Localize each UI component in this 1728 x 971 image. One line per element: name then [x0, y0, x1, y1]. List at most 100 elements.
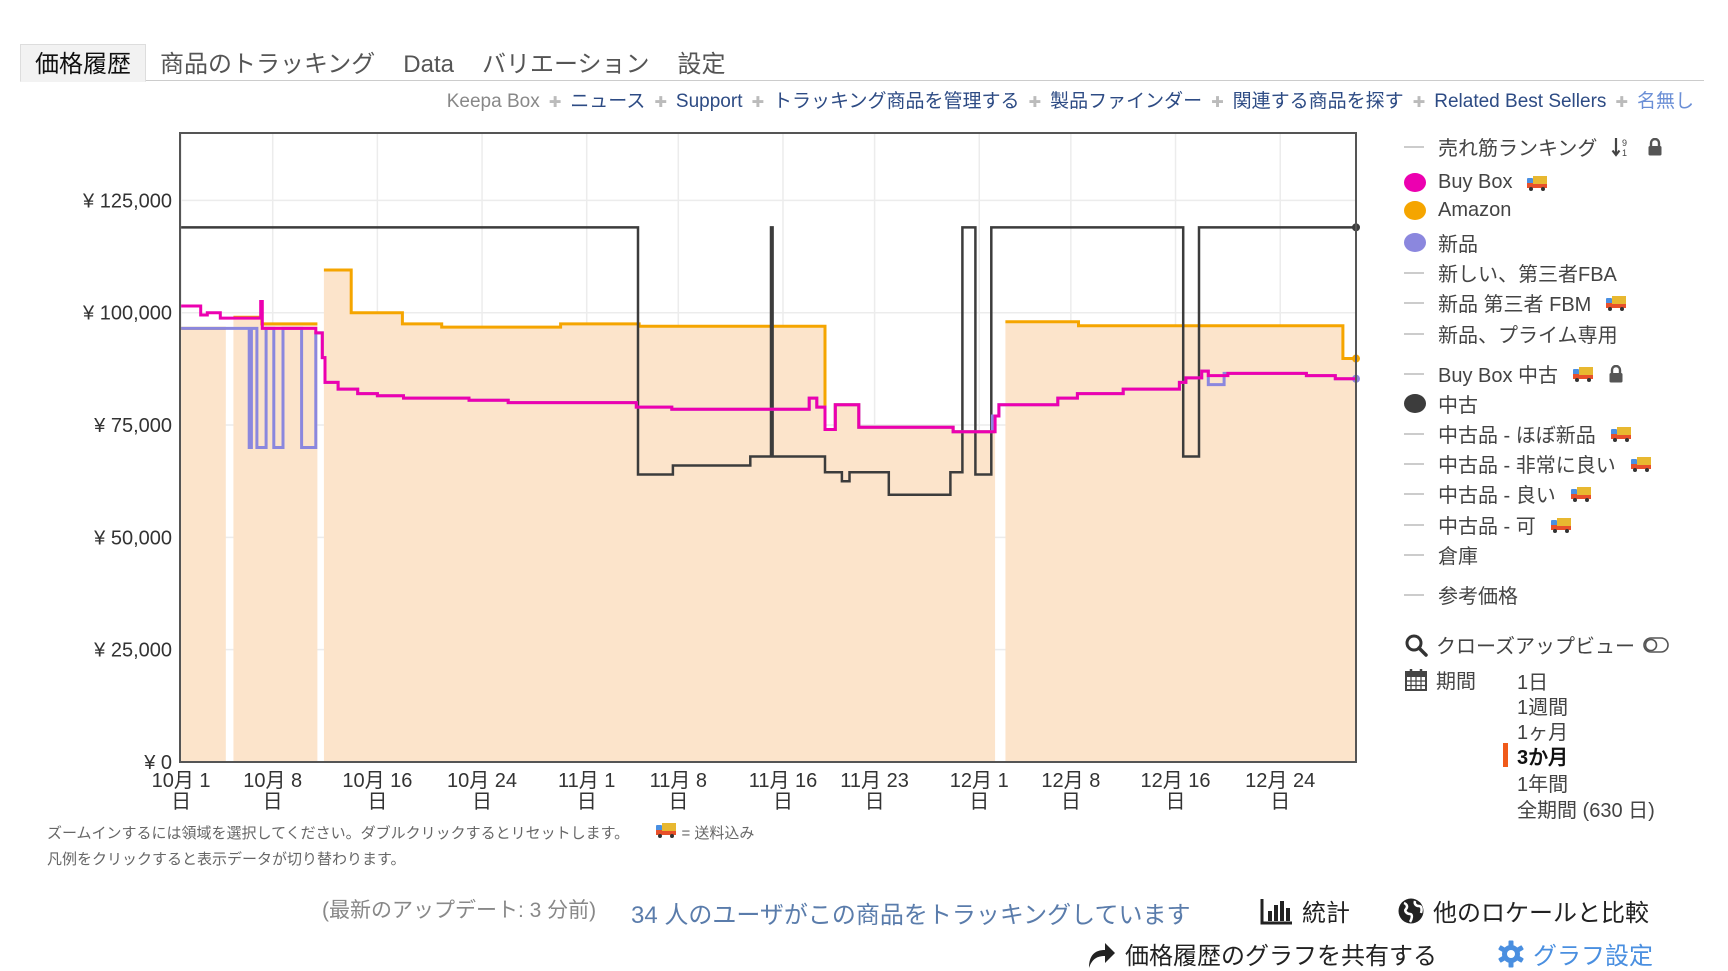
amazon-area-fill	[233, 317, 318, 762]
bar-chart-icon	[1260, 898, 1292, 924]
legend-hint: 凡例をクリックすると表示データが切り替わります。	[47, 851, 406, 868]
legend-label: 中古品 - 可	[1438, 516, 1536, 538]
graph-settings-button[interactable]: グラフ設定	[1497, 936, 1653, 971]
graph-settings-label: グラフ設定	[1533, 943, 1653, 970]
svg-text:1: 1	[1622, 148, 1627, 158]
stats-button[interactable]: 統計	[1260, 893, 1350, 928]
lock-icon	[1647, 137, 1663, 156]
period-option[interactable]: 全期間 (630 日)	[1517, 800, 1655, 822]
toggle-icon[interactable]	[1643, 636, 1669, 653]
svg-text:9: 9	[1622, 138, 1627, 148]
link-news[interactable]: ニュース	[570, 91, 646, 112]
series-line	[181, 300, 1356, 434]
legend-label: 新品、プライム専用	[1438, 325, 1618, 347]
period-option[interactable]: 1週間	[1517, 697, 1569, 719]
y-tick-label: ¥ 0	[143, 752, 172, 774]
truck-icon	[655, 823, 677, 842]
search-icon	[1405, 634, 1428, 657]
link-keepa-box[interactable]: Keepa Box	[446, 91, 540, 112]
period-option[interactable]: 1日	[1517, 672, 1549, 694]
legend-dot-icon	[1404, 233, 1426, 252]
legend-label: 中古	[1438, 395, 1478, 417]
zoom-hint: ズームインするには領域を選択してください。ダブルクリックするとリセットします。 …	[47, 822, 754, 843]
plot-frame	[179, 132, 1357, 763]
compare-locales-button[interactable]: 他のロケールと比較	[1397, 893, 1649, 928]
period-option[interactable]: 1ヶ月	[1517, 722, 1569, 744]
legend-item[interactable]: 売れ筋ランキング 9 1	[1404, 132, 1663, 161]
y-tick-label: ¥ 125,000	[82, 190, 172, 212]
legend-label: Buy Box	[1438, 171, 1513, 193]
legend-item[interactable]: 新しい、第三者FBA	[1404, 258, 1617, 287]
zoom-hint-text: ズームインするには領域を選択してください。ダブルクリックするとリセットします。	[47, 825, 630, 842]
legend-item[interactable]: 新品、プライム専用	[1404, 319, 1618, 348]
legend-label: 中古品 - 良い	[1438, 485, 1556, 507]
closeup-view-toggle[interactable]: クローズアップビュー	[1404, 630, 1669, 659]
y-axis: ¥ 0 ¥ 25,000 ¥ 50,000 ¥ 75,000 ¥ 100,000 ¥ 12…	[82, 190, 172, 774]
tab-data[interactable]: Data	[403, 51, 454, 78]
x-tick-label: 日	[969, 791, 989, 813]
share-graph-button[interactable]: 価格履歴のグラフを共有する	[1085, 936, 1437, 971]
separator-icon: ✚	[654, 94, 667, 111]
legend-item[interactable]: 中古品 - ほぼ新品	[1404, 419, 1632, 448]
y-tick-label: ¥ 25,000	[93, 640, 172, 662]
y-tick-label: ¥ 50,000	[93, 527, 172, 549]
legend-item[interactable]: 中古品 - 良い	[1404, 479, 1592, 508]
chart-lines	[181, 223, 1360, 496]
legend-item[interactable]: 新品	[1404, 228, 1478, 257]
x-tick-label: 12月 16	[1141, 770, 1211, 792]
closeup-view-label: クローズアップビュー	[1436, 636, 1635, 658]
legend-line-icon	[1404, 462, 1424, 465]
x-tick-label: 10月 24	[447, 770, 517, 792]
tracking-users-link[interactable]: 34 人のユーザがこの商品をトラッキングしています	[631, 902, 1191, 929]
legend-dot-icon	[1404, 201, 1426, 220]
link-user[interactable]: 名無し	[1636, 91, 1694, 112]
shipping-note: = 送料込み	[681, 825, 755, 842]
legend-line-icon	[1404, 593, 1424, 596]
stats-label: 統計	[1302, 900, 1350, 927]
legend-item[interactable]: 中古品 - 可	[1404, 510, 1572, 539]
tab-settings[interactable]: 設定	[677, 51, 726, 78]
legend-item[interactable]: 新品 第三者 FBM	[1404, 288, 1627, 317]
legend-label: Buy Box 中古	[1438, 365, 1559, 387]
legend-item[interactable]: 中古品 - 非常に良い	[1404, 449, 1652, 478]
link-manage-tracking[interactable]: トラッキング商品を管理する	[773, 91, 1020, 112]
x-tick-label: 日	[1270, 791, 1290, 813]
x-tick-label: 10月 16	[342, 770, 412, 792]
x-tick-label: 日	[577, 791, 597, 813]
legend-item[interactable]: 参考価格	[1404, 580, 1518, 609]
series-line	[1005, 320, 1356, 360]
x-tick-label: 11月 1	[558, 770, 615, 792]
link-product-finder[interactable]: 製品ファインダー	[1050, 91, 1203, 112]
link-related-products[interactable]: 関連する商品を探す	[1232, 91, 1404, 112]
share-graph-label: 価格履歴のグラフを共有する	[1125, 943, 1437, 970]
legend-label: 新しい、第三者FBA	[1438, 264, 1617, 286]
period-option[interactable]: 3か月	[1517, 747, 1569, 769]
amazon-area-fill	[1005, 321, 1356, 762]
separator-icon: ✚	[548, 94, 562, 111]
x-tick-label: 11月 23	[840, 770, 909, 792]
legend-dot-icon	[1404, 394, 1426, 413]
gear-icon	[1498, 940, 1524, 967]
tab-price-history[interactable]: 価格履歴	[20, 44, 146, 82]
legend-item[interactable]: Buy Box 中古	[1404, 359, 1624, 388]
truck-icon	[1550, 517, 1572, 533]
x-tick-label: 日	[1061, 791, 1081, 813]
link-support[interactable]: Support	[675, 91, 743, 112]
compare-locales-label: 他のロケールと比較	[1433, 900, 1649, 927]
legend-item[interactable]: 倉庫	[1404, 540, 1478, 569]
legend-label: 新品 第三者 FBM	[1438, 294, 1592, 316]
legend-item[interactable]: Buy Box	[1404, 171, 1548, 194]
x-tick-label: 日	[773, 791, 793, 813]
legend-line-icon	[1404, 271, 1424, 274]
period-option[interactable]: 1年間	[1517, 774, 1569, 796]
legend-item[interactable]: Amazon	[1404, 199, 1511, 222]
x-tick-label: 11月 8	[650, 770, 707, 792]
period-label-row: 期間	[1404, 665, 1476, 694]
y-tick-label: ¥ 75,000	[93, 415, 172, 437]
legend-item[interactable]: 中古	[1404, 389, 1478, 418]
tab-variations[interactable]: バリエーション	[481, 51, 650, 78]
tab-product-tracking[interactable]: 商品のトラッキング	[160, 51, 376, 78]
link-related-best-sellers[interactable]: Related Best Sellers	[1434, 91, 1607, 112]
